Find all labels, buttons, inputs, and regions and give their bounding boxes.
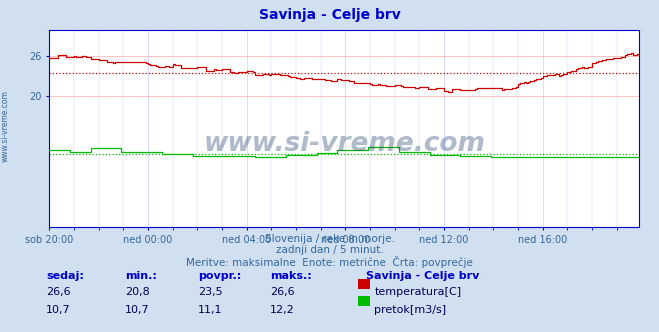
Text: www.si-vreme.com: www.si-vreme.com [204, 131, 485, 157]
Text: Slovenija / reke in morje.: Slovenija / reke in morje. [264, 234, 395, 244]
Text: pretok[m3/s]: pretok[m3/s] [374, 305, 446, 315]
Text: 20,8: 20,8 [125, 287, 150, 297]
Text: zadnji dan / 5 minut.: zadnji dan / 5 minut. [275, 245, 384, 255]
Text: 23,5: 23,5 [198, 287, 222, 297]
Text: 26,6: 26,6 [270, 287, 295, 297]
Text: 26,6: 26,6 [46, 287, 71, 297]
Text: Meritve: maksimalne  Enote: metrične  Črta: povprečje: Meritve: maksimalne Enote: metrične Črta… [186, 256, 473, 268]
Text: 11,1: 11,1 [198, 305, 222, 315]
Text: min.:: min.: [125, 271, 157, 281]
Text: Savinja - Celje brv: Savinja - Celje brv [258, 8, 401, 22]
Text: 10,7: 10,7 [46, 305, 71, 315]
Text: 10,7: 10,7 [125, 305, 150, 315]
Text: 12,2: 12,2 [270, 305, 295, 315]
Text: sedaj:: sedaj: [46, 271, 84, 281]
Text: maks.:: maks.: [270, 271, 312, 281]
Text: temperatura[C]: temperatura[C] [374, 287, 461, 297]
Text: Savinja - Celje brv: Savinja - Celje brv [366, 271, 479, 281]
Text: www.si-vreme.com: www.si-vreme.com [1, 90, 10, 162]
Text: povpr.:: povpr.: [198, 271, 241, 281]
